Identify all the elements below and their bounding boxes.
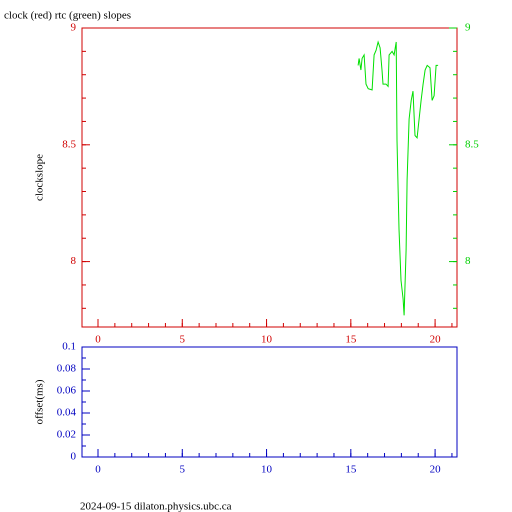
x-tick-label: 10 xyxy=(261,334,273,346)
y-tick-label: 0.04 xyxy=(57,407,77,419)
y-tick-label: 0 xyxy=(71,451,77,463)
x-tick-label: 15 xyxy=(345,464,357,476)
x-tick-label: 5 xyxy=(180,464,186,476)
x-tick-label: 20 xyxy=(430,334,442,346)
y-tick-label: 0.02 xyxy=(57,429,76,441)
y-tick-label: 8 xyxy=(71,255,77,267)
x-tick-label: 15 xyxy=(345,334,357,346)
y-tick-label: 0.06 xyxy=(57,385,77,397)
y2-tick-label: 8.5 xyxy=(465,138,479,150)
y-tick-label: 9 xyxy=(71,22,77,34)
y-tick-label: 0.1 xyxy=(62,341,76,353)
x-tick-label: 0 xyxy=(95,464,101,476)
y2-tick-label: 8 xyxy=(465,255,471,267)
y-tick-label: 8.5 xyxy=(62,138,76,150)
x-tick-label: 0 xyxy=(95,334,101,346)
y2-tick-label: 9 xyxy=(465,22,471,34)
chart-title: clock (red) rtc (green) slopes xyxy=(4,10,131,22)
y-tick-label: 0.08 xyxy=(57,363,77,375)
x-tick-label: 20 xyxy=(430,464,442,476)
footer: 2024-09-15 dilaton.physics.ubc.ca xyxy=(80,501,232,512)
x-tick-label: 10 xyxy=(261,464,273,476)
y-axis-label: offset(ms) xyxy=(34,379,46,424)
series-line xyxy=(357,40,439,316)
x-tick-label: 5 xyxy=(180,334,186,346)
plot-frame xyxy=(81,27,458,328)
y-axis-label: clockslope xyxy=(34,154,46,201)
plot-frame xyxy=(81,346,458,458)
